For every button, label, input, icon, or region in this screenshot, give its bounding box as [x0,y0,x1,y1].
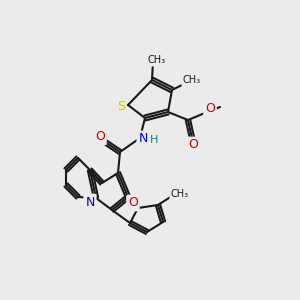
Text: CH₃: CH₃ [183,75,201,85]
Text: N: N [138,133,148,146]
Text: O: O [205,101,215,115]
Text: O: O [188,139,198,152]
Text: H: H [150,135,158,145]
Text: O: O [95,130,105,143]
Text: S: S [117,100,125,112]
Text: O: O [128,196,138,209]
Text: CH₃: CH₃ [148,55,166,65]
Text: N: N [85,196,95,208]
Text: CH₃: CH₃ [171,189,189,199]
